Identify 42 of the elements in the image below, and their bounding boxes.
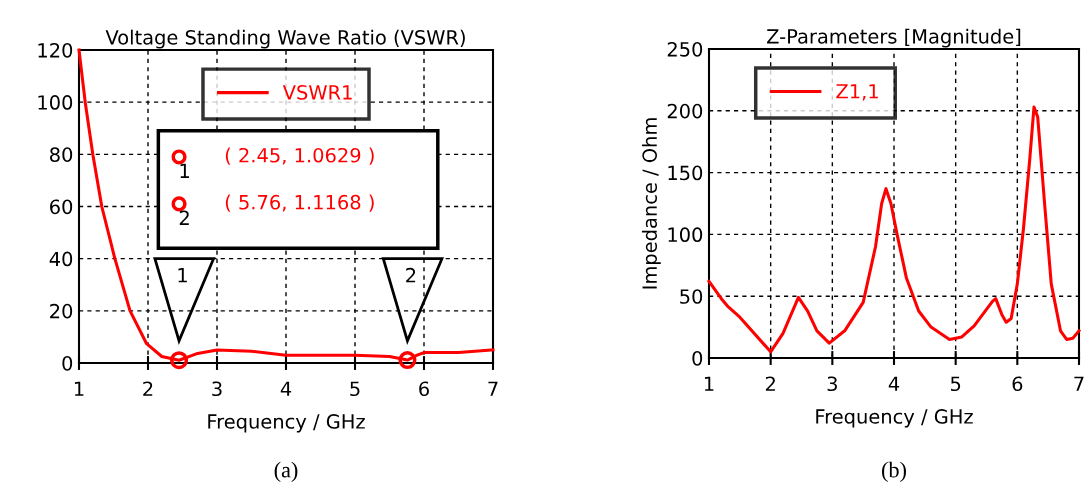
y-tick-label: 250 <box>667 41 703 57</box>
text: 1 <box>180 163 189 178</box>
x-tick-label: 5 <box>950 376 961 392</box>
x-axis-title: Frequency / GHz <box>816 409 973 428</box>
x-tick-label: 4 <box>888 376 900 391</box>
x-tick-label: 2 <box>765 376 775 391</box>
x-tick-label: 7 <box>1074 376 1084 391</box>
chart-title: Z-Parameters [Magnitude] <box>767 28 1021 48</box>
annotation: 2 <box>406 267 416 283</box>
annotation: ( 2.45, 1.0629 ) <box>225 147 374 165</box>
legend-label: VSWR1 <box>282 85 352 100</box>
x-tick-label: 1 <box>704 376 714 391</box>
text: 2 <box>179 210 189 225</box>
annotation: ( 5.76, 1.1168 ) <box>225 194 374 212</box>
y-tick-label: 50 <box>680 289 703 304</box>
y-tick-label: 0 <box>692 350 703 366</box>
y-tick-label: 200 <box>667 103 703 119</box>
x-axis-title: Frequency / GHz <box>208 414 365 433</box>
x-tick-label: 6 <box>1012 376 1023 392</box>
y-tick-label: 0 <box>62 355 73 371</box>
y-tick-label: 100 <box>38 95 73 110</box>
chart-title: Voltage Standing Wave Ratio (VSWR) <box>105 29 465 49</box>
y-tick-label: 20 <box>50 303 73 319</box>
y-tick-label: 150 <box>668 165 703 181</box>
x-tick-label: 2 <box>143 381 153 396</box>
y-tick-label: 80 <box>50 147 73 162</box>
y-tick-label: 60 <box>50 199 73 215</box>
x-tick-label: 6 <box>419 381 429 397</box>
x-tick-label: 1 <box>74 381 84 396</box>
y-axis-title: Impedance / Ohm <box>641 118 661 289</box>
y-tick-label: 100 <box>668 227 703 243</box>
y-tick-label: 40 <box>49 251 73 267</box>
x-tick-label: 3 <box>212 381 222 397</box>
legend-label: Z1,1 <box>836 84 878 101</box>
x-tick-label: 3 <box>827 376 837 392</box>
text: (b) <box>882 461 906 482</box>
x-tick-label: 4 <box>280 381 292 396</box>
text: (a) <box>274 461 298 482</box>
y-tick-label: 120 <box>38 42 73 58</box>
annotation: 1 <box>178 268 187 283</box>
x-tick-label: 7 <box>488 381 498 396</box>
x-tick-label: 5 <box>350 381 360 397</box>
